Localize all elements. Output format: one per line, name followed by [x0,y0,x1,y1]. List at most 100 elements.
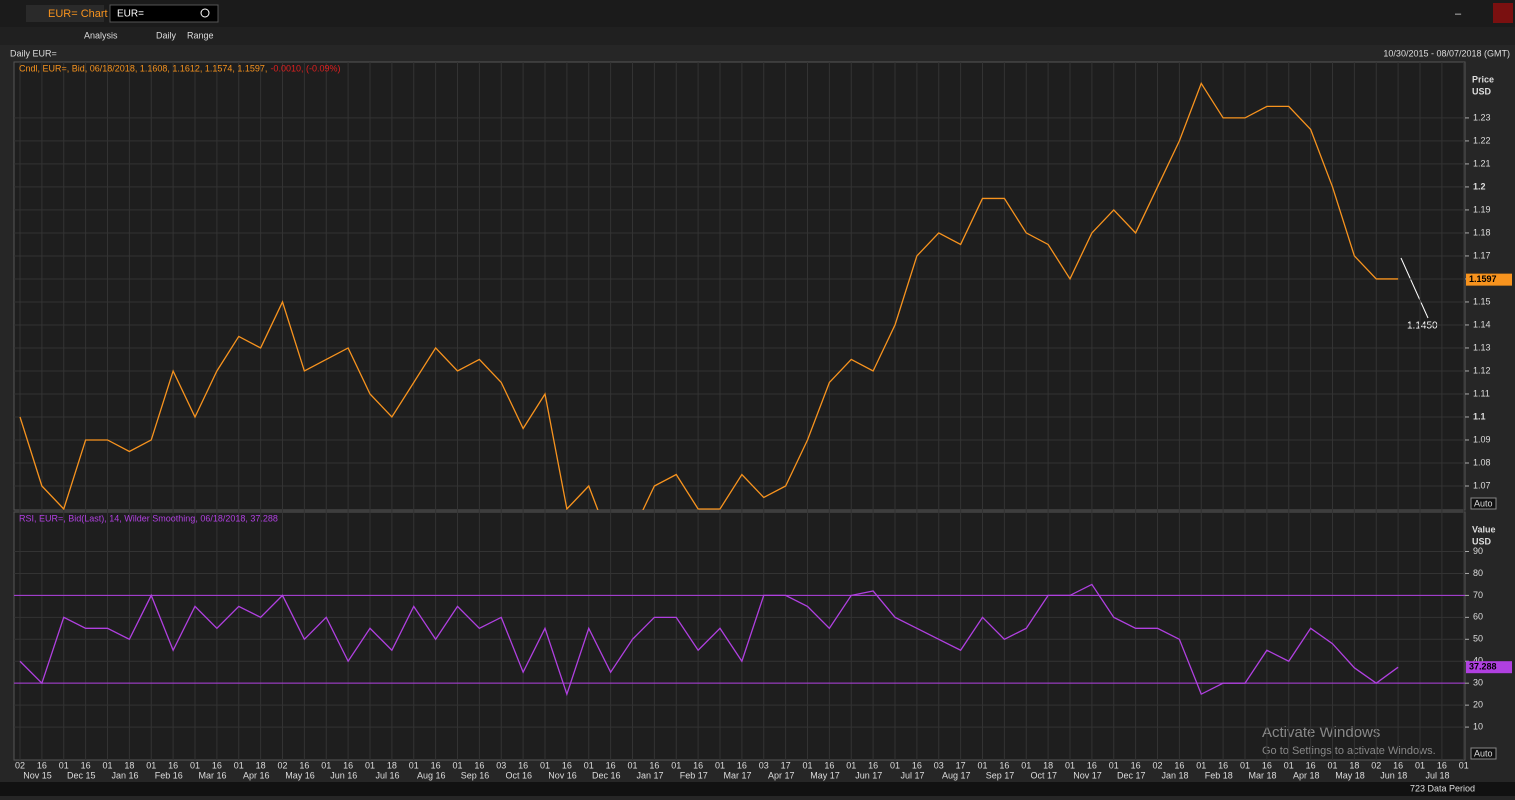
x-day-label: 16 [299,760,309,770]
x-day-label: 17 [781,760,791,770]
series-line [19,583,1399,697]
x-day-label: 18 [124,760,134,770]
x-month-label: Mar 16 [198,770,226,780]
y-tick-label: 40 [1473,656,1483,666]
y-tick-label: 1.14 [1473,319,1491,329]
trend-annotation [1400,257,1429,319]
x-month-label: Aug 16 [417,770,446,780]
x-day-label: 01 [584,760,594,770]
annotation-label: 1.1450 [1407,321,1438,332]
x-day-label: 01 [1284,760,1294,770]
x-day-label: 16 [1437,760,1447,770]
x-day-label: 01 [1240,760,1250,770]
x-month-label: Dec 17 [1117,770,1146,780]
y-tick-label: 1.15 [1473,296,1491,306]
axis-title: Price [1472,74,1494,84]
scale-button[interactable] [1470,747,1497,760]
y-tick-label: 1.13 [1473,342,1491,352]
toolbar [0,27,1515,45]
x-day-label: 16 [606,760,616,770]
series-line [19,81,1399,510]
x-day-label: 01 [59,760,69,770]
x-month-label: Sep 16 [461,770,490,780]
y-tick-label: 1.23 [1473,112,1491,122]
menu-daily[interactable]: Daily [156,30,177,40]
y-tick-label: 1.07 [1473,480,1491,490]
x-day-label: 01 [1196,760,1206,770]
x-day-label: 16 [868,760,878,770]
x-month-label: Jan 18 [1161,770,1188,780]
x-month-label: Jul 18 [1425,770,1449,780]
x-day-label: 16 [212,760,222,770]
x-day-label: 01 [802,760,812,770]
x-day-label: 16 [518,760,528,770]
x-month-label: Jul 16 [375,770,399,780]
x-day-label: 16 [1306,760,1316,770]
y-tick-label: 1.22 [1473,135,1491,145]
axis-unit: USD [1472,86,1492,96]
x-day-label: 16 [1174,760,1184,770]
x-day-label: 01 [102,760,112,770]
x-day-label: 01 [321,760,331,770]
x-day-label: 18 [256,760,266,770]
x-day-label: 01 [1415,760,1425,770]
x-day-label: 16 [431,760,441,770]
search-icon[interactable] [200,8,210,18]
x-day-label: 01 [540,760,550,770]
axis-title: Value [1472,524,1496,534]
plot [14,583,1465,697]
x-day-label: 01 [190,760,200,770]
x-month-label: Aug 17 [942,770,971,780]
x-day-label: 01 [365,760,375,770]
scrollbar[interactable] [0,782,1515,796]
y-tick-label: 30 [1473,678,1483,688]
header-left: Daily EUR= [10,48,57,58]
x-month-label: Sep 17 [986,770,1015,780]
tab[interactable] [26,5,104,22]
x-day-label: 17 [956,760,966,770]
plot [19,81,1399,510]
x-day-label: 01 [1327,760,1337,770]
x-month-label: Mar 18 [1248,770,1276,780]
x-month-label: Jan 17 [636,770,663,780]
x-month-label: Apr 16 [243,770,270,780]
x-day-label: 01 [1459,760,1469,770]
x-month-label: May 17 [810,770,840,780]
y-tick-label: 1.2 [1473,181,1486,191]
y-tick-label: 1.12 [1473,365,1491,375]
x-day-label: 18 [1043,760,1053,770]
y-tick-label: 1.21 [1473,158,1491,168]
x-day-label: 01 [671,760,681,770]
x-month-label: Nov 17 [1073,770,1102,780]
x-day-label: 01 [890,760,900,770]
watermark: Activate Windows [1262,724,1380,741]
x-day-label: 16 [81,760,91,770]
x-month-label: Nov 15 [23,770,52,780]
x-month-label: Jun 17 [855,770,882,780]
x-day-label: 16 [343,760,353,770]
menu-range[interactable]: Range [187,30,214,40]
y-tick-label: 1.1 [1473,411,1486,421]
search-box[interactable] [109,4,219,23]
scale-mode: Auto [1474,748,1493,758]
search-text: EUR= [117,9,144,20]
x-day-label: 01 [1109,760,1119,770]
scale-button[interactable] [1470,497,1497,510]
minimize[interactable]: – [1455,8,1462,20]
x-day-label: 16 [693,760,703,770]
y-tick-label: 90 [1473,546,1483,556]
x-day-label: 01 [409,760,419,770]
x-day-label: 02 [1371,760,1381,770]
x-day-label: 16 [824,760,834,770]
x-day-label: 03 [759,760,769,770]
x-day-label: 16 [912,760,922,770]
x-day-label: 16 [1262,760,1272,770]
x-month-label: Apr 18 [1293,770,1320,780]
close[interactable] [1493,3,1513,23]
x-day-label: 16 [474,760,484,770]
y-tick-label: 1.18 [1473,227,1491,237]
menu-analysis[interactable]: Analysis [84,30,118,40]
x-day-label: 02 [15,760,25,770]
y-tick-label: 20 [1473,700,1483,710]
